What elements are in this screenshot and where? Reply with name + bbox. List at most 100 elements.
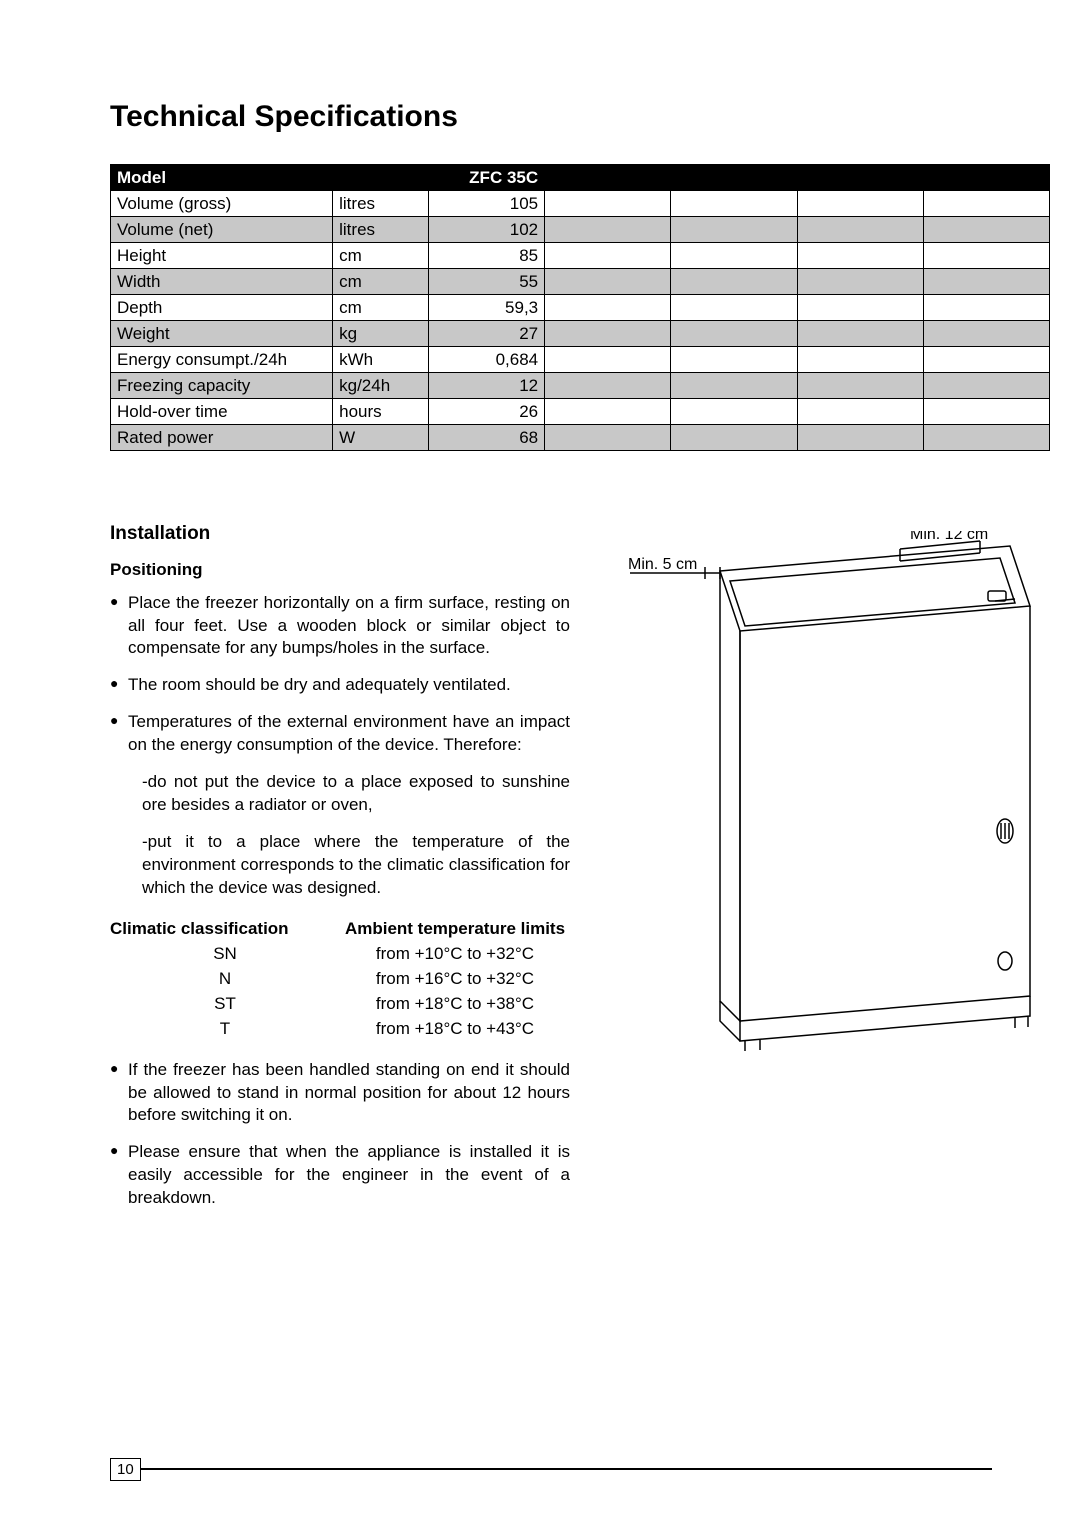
cell-label: Weight xyxy=(111,321,333,347)
page-title: Technical Specifications xyxy=(110,100,992,134)
cell-unit: kg xyxy=(333,321,429,347)
header-empty-1 xyxy=(545,165,671,191)
label-back: Min. 12 cm xyxy=(910,531,988,543)
table-row: Energy consumpt./24hkWh0,684 xyxy=(111,347,1050,373)
cell-value: 0,684 xyxy=(429,347,545,373)
cell-empty xyxy=(545,243,671,269)
header-empty-2 xyxy=(671,165,797,191)
cell-empty xyxy=(797,243,923,269)
table-row: Hold-over timehours26 xyxy=(111,399,1050,425)
table-row: Volume (gross)litres105 xyxy=(111,191,1050,217)
cell-empty xyxy=(797,399,923,425)
installation-heading: Installation xyxy=(110,521,570,547)
cell-unit: kg/24h xyxy=(333,373,429,399)
cell-empty xyxy=(545,295,671,321)
footer-rule: 10 xyxy=(110,1468,992,1470)
cell-empty xyxy=(923,243,1049,269)
cell-empty xyxy=(671,399,797,425)
header-empty-3 xyxy=(797,165,923,191)
cell-unit: cm xyxy=(333,269,429,295)
cell-empty xyxy=(545,373,671,399)
cell-label: Depth xyxy=(111,295,333,321)
climate-row: Nfrom +16°C to +32°C xyxy=(110,968,570,991)
climate-class: ST xyxy=(110,993,340,1016)
cell-empty xyxy=(923,399,1049,425)
cell-empty xyxy=(671,217,797,243)
table-row: Freezing capacitykg/24h12 xyxy=(111,373,1050,399)
page-number: 10 xyxy=(110,1458,141,1481)
cell-label: Height xyxy=(111,243,333,269)
cell-empty xyxy=(923,269,1049,295)
cell-value: 26 xyxy=(429,399,545,425)
label-side: Min. 5 cm xyxy=(628,556,697,573)
cell-empty xyxy=(923,191,1049,217)
table-row: Rated powerW68 xyxy=(111,425,1050,451)
cell-value: 85 xyxy=(429,243,545,269)
cell-value: 105 xyxy=(429,191,545,217)
cell-empty xyxy=(671,425,797,451)
cell-empty xyxy=(797,191,923,217)
climate-range: from +10°C to +32°C xyxy=(340,943,570,966)
list-item: Place the freezer horizontally on a firm… xyxy=(128,592,570,661)
cell-empty xyxy=(797,373,923,399)
cell-empty xyxy=(671,373,797,399)
cell-unit: W xyxy=(333,425,429,451)
cell-empty xyxy=(923,295,1049,321)
cell-unit: cm xyxy=(333,243,429,269)
table-row: Depthcm59,3 xyxy=(111,295,1050,321)
climate-class: SN xyxy=(110,943,340,966)
climate-class: T xyxy=(110,1018,340,1041)
freezer-diagram: Min. 12 cm Min. 5 cm xyxy=(610,531,1040,1071)
climate-head-1: Climatic classification xyxy=(110,918,340,941)
cell-empty xyxy=(671,269,797,295)
table-row: Weightkg27 xyxy=(111,321,1050,347)
climate-range: from +18°C to +43°C xyxy=(340,1018,570,1041)
cell-label: Width xyxy=(111,269,333,295)
cell-empty xyxy=(545,425,671,451)
cell-empty xyxy=(671,191,797,217)
cell-unit: hours xyxy=(333,399,429,425)
table-row: Volume (net)litres102 xyxy=(111,217,1050,243)
cell-empty xyxy=(923,347,1049,373)
cell-empty xyxy=(671,321,797,347)
sub-item: -do not put the device to a place expose… xyxy=(128,771,570,817)
cell-empty xyxy=(797,321,923,347)
cell-empty xyxy=(797,217,923,243)
climate-table: Climatic classification Ambient temperat… xyxy=(110,918,570,1041)
cell-label: Freezing capacity xyxy=(111,373,333,399)
table-header-row: Model ZFC 35C xyxy=(111,165,1050,191)
header-empty-4 xyxy=(923,165,1049,191)
cell-label: Volume (net) xyxy=(111,217,333,243)
table-row: Heightcm85 xyxy=(111,243,1050,269)
sub-item: -put it to a place where the temperature… xyxy=(128,831,570,900)
cell-empty xyxy=(797,347,923,373)
cell-unit: kWh xyxy=(333,347,429,373)
diagram-container: Min. 12 cm Min. 5 cm xyxy=(610,521,1040,1224)
cell-empty xyxy=(545,321,671,347)
cell-empty xyxy=(923,425,1049,451)
list-item: If the freezer has been handled standing… xyxy=(128,1059,570,1128)
list-item: Temperatures of the external environment… xyxy=(128,711,570,900)
climate-row: SNfrom +10°C to +32°C xyxy=(110,943,570,966)
climate-range: from +16°C to +32°C xyxy=(340,968,570,991)
bullet-list-1: Place the freezer horizontally on a firm… xyxy=(110,592,570,900)
cell-label: Energy consumpt./24h xyxy=(111,347,333,373)
cell-value: 12 xyxy=(429,373,545,399)
cell-label: Hold-over time xyxy=(111,399,333,425)
cell-empty xyxy=(797,269,923,295)
cell-unit: cm xyxy=(333,295,429,321)
header-product: ZFC 35C xyxy=(429,165,545,191)
cell-empty xyxy=(671,295,797,321)
header-model: Model xyxy=(111,165,333,191)
climate-head-2: Ambient temperature limits xyxy=(340,918,570,941)
cell-empty xyxy=(671,347,797,373)
bullet-list-2: If the freezer has been handled standing… xyxy=(110,1059,570,1211)
climate-row: STfrom +18°C to +38°C xyxy=(110,993,570,1016)
cell-empty xyxy=(545,347,671,373)
cell-empty xyxy=(545,399,671,425)
cell-value: 59,3 xyxy=(429,295,545,321)
cell-label: Rated power xyxy=(111,425,333,451)
cell-empty xyxy=(545,217,671,243)
cell-label: Volume (gross) xyxy=(111,191,333,217)
spec-table: Model ZFC 35C Volume (gross)litres105Vol… xyxy=(110,164,1050,451)
